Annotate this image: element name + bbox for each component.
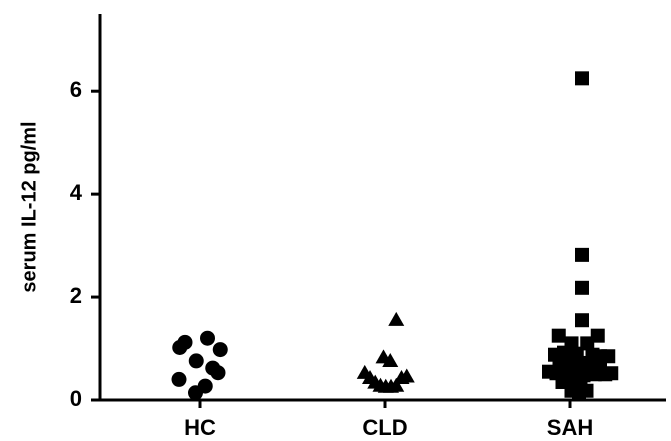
y-tick-label: 6 <box>70 77 82 102</box>
sah-data-point <box>551 328 566 343</box>
sah-data-point <box>575 71 589 86</box>
sah-data-point <box>579 383 594 398</box>
sah-data-point <box>604 366 619 381</box>
hc-data-point <box>212 342 228 358</box>
sah-data-point <box>575 280 589 295</box>
sah-data-point <box>575 247 589 262</box>
hc-data-point <box>200 330 215 346</box>
y-ticks: 0 2 4 6 <box>70 77 100 411</box>
hc-data-point <box>171 371 187 387</box>
hc-data-point <box>177 334 193 350</box>
y-tick-label: 2 <box>70 283 82 308</box>
category-label-sah: SAH <box>547 415 593 440</box>
category-label-cld: CLD <box>362 415 407 440</box>
data-points <box>171 71 619 401</box>
y-axis-title: serum IL-12 pg/ml <box>18 121 40 292</box>
cld-data-point <box>382 353 399 367</box>
sah-data-point <box>575 313 589 328</box>
category-label-hc: HC <box>184 415 216 440</box>
y-tick-label: 4 <box>70 180 83 205</box>
cld-data-point <box>398 368 415 383</box>
cld-data-point <box>388 311 405 326</box>
x-category-labels: HC CLD SAH <box>184 400 593 440</box>
hc-data-point <box>210 365 226 381</box>
hc-data-point <box>188 353 204 369</box>
y-tick-label: 0 <box>70 386 82 411</box>
hc-data-point <box>188 385 203 401</box>
cld-data-point <box>388 377 405 392</box>
